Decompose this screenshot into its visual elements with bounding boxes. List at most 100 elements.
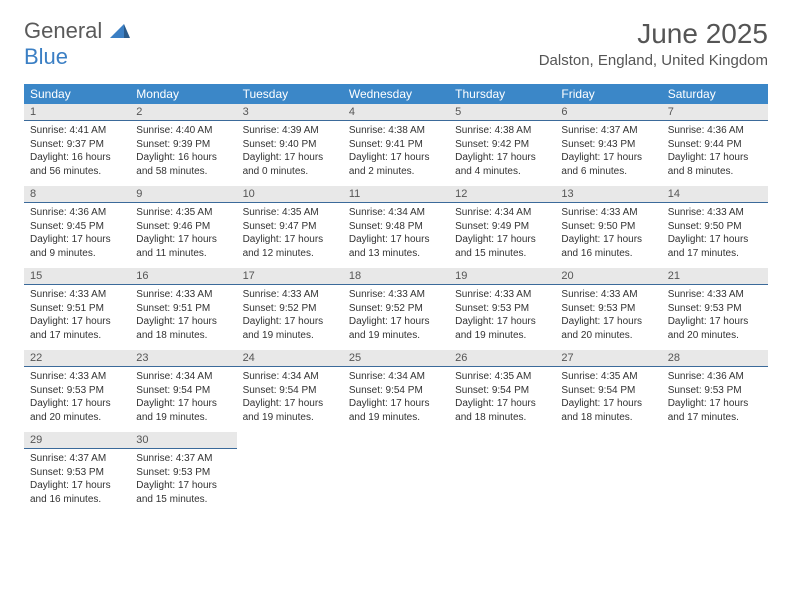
sunset-text: Sunset: 9:53 PM xyxy=(668,302,762,316)
day-number: 26 xyxy=(449,350,555,367)
day-details: Sunrise: 4:33 AMSunset: 9:52 PMDaylight:… xyxy=(237,285,343,350)
logo-text: General Blue xyxy=(24,18,130,70)
calendar-day: 28Sunrise: 4:36 AMSunset: 9:53 PMDayligh… xyxy=(662,350,768,432)
calendar-day: 13Sunrise: 4:33 AMSunset: 9:50 PMDayligh… xyxy=(555,186,661,268)
sunset-text: Sunset: 9:37 PM xyxy=(30,138,124,152)
daylight-text: Daylight: 17 hours and 19 minutes. xyxy=(349,397,443,424)
day-details: Sunrise: 4:36 AMSunset: 9:53 PMDaylight:… xyxy=(662,367,768,432)
sunrise-text: Sunrise: 4:38 AM xyxy=(349,124,443,138)
daylight-text: Daylight: 17 hours and 2 minutes. xyxy=(349,151,443,178)
daylight-text: Daylight: 17 hours and 16 minutes. xyxy=(30,479,124,506)
sunrise-text: Sunrise: 4:35 AM xyxy=(455,370,549,384)
sunset-text: Sunset: 9:45 PM xyxy=(30,220,124,234)
calendar-week: 1Sunrise: 4:41 AMSunset: 9:37 PMDaylight… xyxy=(24,104,768,186)
daylight-text: Daylight: 17 hours and 12 minutes. xyxy=(243,233,337,260)
calendar-body: 1Sunrise: 4:41 AMSunset: 9:37 PMDaylight… xyxy=(24,104,768,514)
sunrise-text: Sunrise: 4:34 AM xyxy=(243,370,337,384)
logo: General Blue xyxy=(24,18,130,70)
day-number: 15 xyxy=(24,268,130,285)
daylight-text: Daylight: 17 hours and 19 minutes. xyxy=(243,315,337,342)
sunrise-text: Sunrise: 4:33 AM xyxy=(668,206,762,220)
day-details: Sunrise: 4:39 AMSunset: 9:40 PMDaylight:… xyxy=(237,121,343,186)
calendar-day: 18Sunrise: 4:33 AMSunset: 9:52 PMDayligh… xyxy=(343,268,449,350)
sunset-text: Sunset: 9:44 PM xyxy=(668,138,762,152)
day-number: 14 xyxy=(662,186,768,203)
sunset-text: Sunset: 9:40 PM xyxy=(243,138,337,152)
daylight-text: Daylight: 17 hours and 20 minutes. xyxy=(668,315,762,342)
sunrise-text: Sunrise: 4:33 AM xyxy=(30,370,124,384)
sunrise-text: Sunrise: 4:33 AM xyxy=(561,206,655,220)
sunset-text: Sunset: 9:53 PM xyxy=(30,466,124,480)
daylight-text: Daylight: 17 hours and 17 minutes. xyxy=(668,233,762,260)
day-number: 25 xyxy=(343,350,449,367)
daylight-text: Daylight: 17 hours and 17 minutes. xyxy=(30,315,124,342)
day-number: 23 xyxy=(130,350,236,367)
weekday-header: Wednesday xyxy=(343,84,449,104)
sunset-text: Sunset: 9:52 PM xyxy=(349,302,443,316)
sunset-text: Sunset: 9:54 PM xyxy=(349,384,443,398)
daylight-text: Daylight: 17 hours and 8 minutes. xyxy=(668,151,762,178)
daylight-text: Daylight: 17 hours and 19 minutes. xyxy=(455,315,549,342)
sunrise-text: Sunrise: 4:33 AM xyxy=(243,288,337,302)
day-details: Sunrise: 4:33 AMSunset: 9:52 PMDaylight:… xyxy=(343,285,449,350)
sunrise-text: Sunrise: 4:37 AM xyxy=(561,124,655,138)
sunrise-text: Sunrise: 4:35 AM xyxy=(136,206,230,220)
daylight-text: Daylight: 17 hours and 15 minutes. xyxy=(455,233,549,260)
calendar-day: 27Sunrise: 4:35 AMSunset: 9:54 PMDayligh… xyxy=(555,350,661,432)
calendar-day: 10Sunrise: 4:35 AMSunset: 9:47 PMDayligh… xyxy=(237,186,343,268)
day-details: Sunrise: 4:37 AMSunset: 9:43 PMDaylight:… xyxy=(555,121,661,186)
sunrise-text: Sunrise: 4:37 AM xyxy=(30,452,124,466)
sunset-text: Sunset: 9:50 PM xyxy=(561,220,655,234)
daylight-text: Daylight: 17 hours and 20 minutes. xyxy=(30,397,124,424)
sunset-text: Sunset: 9:54 PM xyxy=(243,384,337,398)
calendar-day: 5Sunrise: 4:38 AMSunset: 9:42 PMDaylight… xyxy=(449,104,555,186)
weekday-header: Saturday xyxy=(662,84,768,104)
calendar-day: 1Sunrise: 4:41 AMSunset: 9:37 PMDaylight… xyxy=(24,104,130,186)
day-number: 21 xyxy=(662,268,768,285)
calendar-day: 3Sunrise: 4:39 AMSunset: 9:40 PMDaylight… xyxy=(237,104,343,186)
sunset-text: Sunset: 9:41 PM xyxy=(349,138,443,152)
day-number: 8 xyxy=(24,186,130,203)
calendar-day: 14Sunrise: 4:33 AMSunset: 9:50 PMDayligh… xyxy=(662,186,768,268)
sunrise-text: Sunrise: 4:40 AM xyxy=(136,124,230,138)
calendar-day: 26Sunrise: 4:35 AMSunset: 9:54 PMDayligh… xyxy=(449,350,555,432)
day-number: 3 xyxy=(237,104,343,121)
weekday-header: Thursday xyxy=(449,84,555,104)
daylight-text: Daylight: 17 hours and 6 minutes. xyxy=(561,151,655,178)
sunset-text: Sunset: 9:53 PM xyxy=(668,384,762,398)
day-details: Sunrise: 4:38 AMSunset: 9:42 PMDaylight:… xyxy=(449,121,555,186)
sunrise-text: Sunrise: 4:37 AM xyxy=(136,452,230,466)
day-details: Sunrise: 4:34 AMSunset: 9:54 PMDaylight:… xyxy=(343,367,449,432)
calendar-day: 20Sunrise: 4:33 AMSunset: 9:53 PMDayligh… xyxy=(555,268,661,350)
sunset-text: Sunset: 9:53 PM xyxy=(30,384,124,398)
sunset-text: Sunset: 9:54 PM xyxy=(561,384,655,398)
day-details: Sunrise: 4:33 AMSunset: 9:53 PMDaylight:… xyxy=(662,285,768,350)
header: General Blue June 2025 Dalston, England,… xyxy=(0,0,792,74)
calendar-day xyxy=(555,432,661,514)
location-text: Dalston, England, United Kingdom xyxy=(539,52,768,69)
day-number: 11 xyxy=(343,186,449,203)
calendar-week: 8Sunrise: 4:36 AMSunset: 9:45 PMDaylight… xyxy=(24,186,768,268)
sunset-text: Sunset: 9:48 PM xyxy=(349,220,443,234)
day-number: 22 xyxy=(24,350,130,367)
day-details: Sunrise: 4:33 AMSunset: 9:53 PMDaylight:… xyxy=(449,285,555,350)
daylight-text: Daylight: 16 hours and 56 minutes. xyxy=(30,151,124,178)
calendar-day: 16Sunrise: 4:33 AMSunset: 9:51 PMDayligh… xyxy=(130,268,236,350)
sunset-text: Sunset: 9:39 PM xyxy=(136,138,230,152)
daylight-text: Daylight: 17 hours and 16 minutes. xyxy=(561,233,655,260)
sunset-text: Sunset: 9:54 PM xyxy=(455,384,549,398)
day-details: Sunrise: 4:37 AMSunset: 9:53 PMDaylight:… xyxy=(130,449,236,514)
day-details: Sunrise: 4:35 AMSunset: 9:47 PMDaylight:… xyxy=(237,203,343,268)
sunrise-text: Sunrise: 4:36 AM xyxy=(668,370,762,384)
day-number: 6 xyxy=(555,104,661,121)
sunrise-text: Sunrise: 4:35 AM xyxy=(561,370,655,384)
daylight-text: Daylight: 17 hours and 0 minutes. xyxy=(243,151,337,178)
calendar-day xyxy=(237,432,343,514)
day-details: Sunrise: 4:38 AMSunset: 9:41 PMDaylight:… xyxy=(343,121,449,186)
day-number: 18 xyxy=(343,268,449,285)
day-number: 28 xyxy=(662,350,768,367)
daylight-text: Daylight: 17 hours and 19 minutes. xyxy=(243,397,337,424)
sunset-text: Sunset: 9:47 PM xyxy=(243,220,337,234)
sunrise-text: Sunrise: 4:34 AM xyxy=(349,206,443,220)
weekday-header: Sunday xyxy=(24,84,130,104)
